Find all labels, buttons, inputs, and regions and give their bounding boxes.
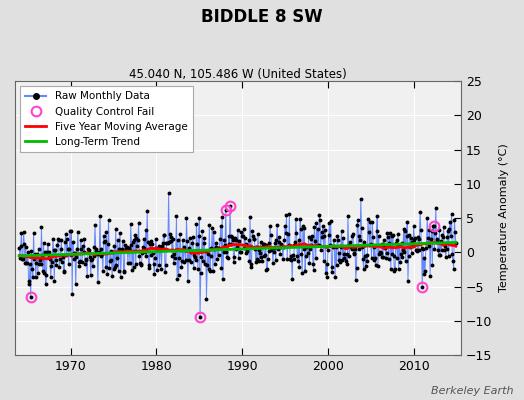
Legend: Raw Monthly Data, Quality Control Fail, Five Year Moving Average, Long-Term Tren: Raw Monthly Data, Quality Control Fail, …: [20, 86, 192, 152]
Text: Berkeley Earth: Berkeley Earth: [431, 386, 514, 396]
Text: BIDDLE 8 SW: BIDDLE 8 SW: [201, 8, 323, 26]
Title: 45.040 N, 105.486 W (United States): 45.040 N, 105.486 W (United States): [129, 68, 347, 81]
Y-axis label: Temperature Anomaly (°C): Temperature Anomaly (°C): [499, 144, 509, 292]
